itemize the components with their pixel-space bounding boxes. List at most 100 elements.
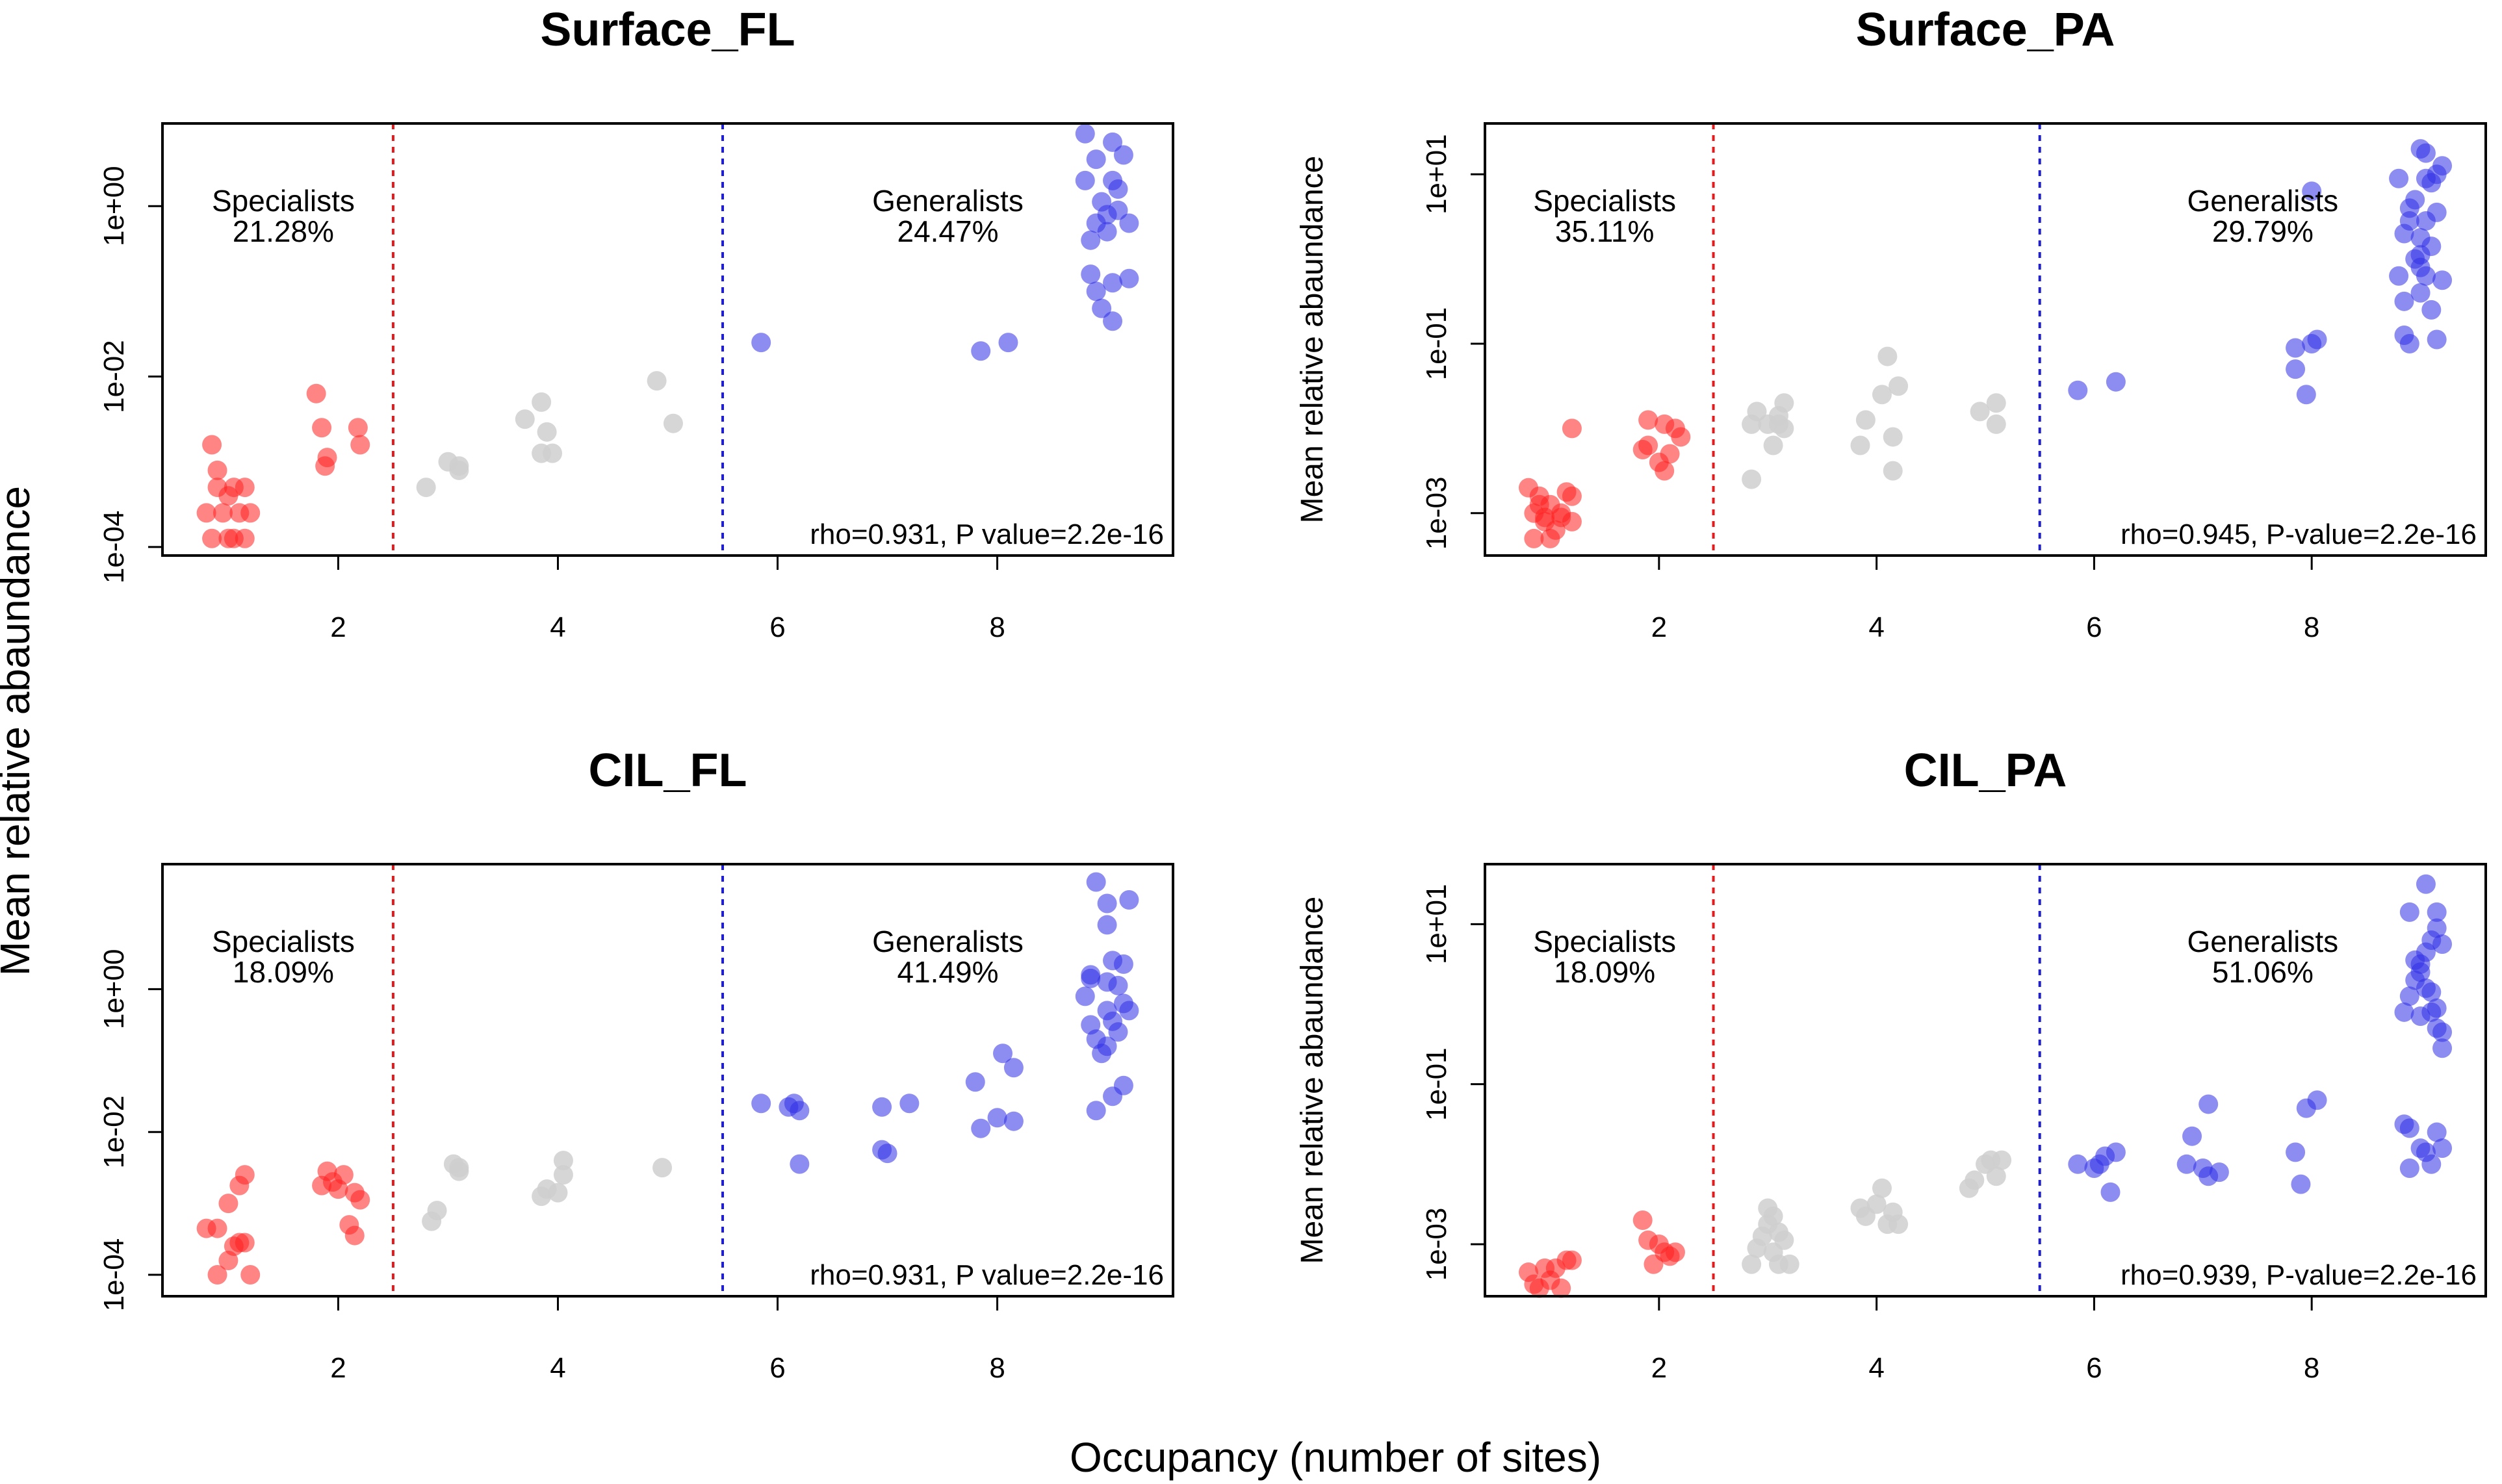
generalist-point-31 (2394, 291, 2414, 311)
neutral-point-8 (543, 443, 563, 463)
generalist-point-23 (2432, 934, 2453, 954)
generalist-point-13 (2291, 1174, 2311, 1194)
plot-frame (161, 863, 1174, 1298)
generalist-point-6 (2176, 1154, 2197, 1174)
panel-ylabel: Mean relative abaundance (1295, 156, 1330, 524)
generalist-point-22 (2427, 918, 2447, 938)
panel-title: Surface_PA (1856, 4, 2115, 56)
x-tick-label: 6 (769, 1352, 785, 1384)
generalist-point-4 (790, 1154, 810, 1174)
generalist-point-22 (1075, 170, 1095, 190)
generalist-point-25 (2410, 962, 2431, 982)
specialist-point-4 (218, 1251, 239, 1271)
stat-label: rho=0.939, P-value=2.2e-16 (2121, 1259, 2477, 1291)
generalist-point-26 (2432, 270, 2453, 290)
generalist-point-6 (1086, 149, 1106, 170)
generalist-point-17 (1086, 281, 1106, 301)
specialist-point-15 (312, 418, 332, 438)
specialist-point-22 (1638, 435, 1658, 455)
generalist-point-11 (2199, 1094, 2219, 1114)
stat-label: rho=0.931, P value=2.2e-16 (810, 518, 1164, 550)
generalist-point-29 (2410, 245, 2431, 265)
generalist-point-17 (2399, 986, 2419, 1006)
generalists-label: Generalists (2187, 184, 2339, 218)
generalist-point-0 (2068, 1154, 2088, 1174)
y-tick-label: 1e-03 (1421, 477, 1452, 550)
specialists-percent: 18.09% (1554, 955, 1655, 989)
specialists-percent: 18.09% (233, 955, 334, 989)
neutral-point-17 (1889, 1214, 1909, 1235)
plot-frame (1484, 863, 2487, 1298)
specialist-point-25 (1660, 444, 1680, 464)
generalist-point-32 (1119, 889, 1139, 910)
generalist-point-10 (1108, 179, 1128, 199)
generalist-point-10 (971, 1118, 991, 1138)
neutral-point-0 (1742, 469, 1762, 489)
specialist-point-10 (1551, 1278, 1571, 1298)
generalist-point-17 (2427, 202, 2447, 222)
generalist-point-12 (2286, 1142, 2306, 1162)
specialist-point-18 (348, 418, 368, 438)
generalist-point-33 (1081, 965, 1101, 985)
y-tick-label: 1e+01 (1421, 884, 1452, 965)
neutral-point-14 (1889, 376, 1909, 396)
specialist-point-0 (196, 503, 216, 523)
specialist-point-14 (306, 383, 326, 403)
generalist-point-34 (1086, 1101, 1106, 1121)
specialist-point-11 (202, 435, 222, 455)
generalist-point-15 (1097, 222, 1117, 242)
generalist-point-4 (1081, 230, 1101, 250)
generalists-label: Generalists (872, 925, 1024, 958)
generalist-point-9 (1113, 145, 1133, 165)
generalist-point-31 (1097, 893, 1117, 914)
specialist-point-10 (235, 478, 255, 498)
generalist-point-5 (2106, 1142, 2126, 1162)
generalist-point-0 (2068, 380, 2088, 400)
neutral-point-23 (1992, 1150, 2012, 1170)
neutral-point-2 (1747, 402, 1767, 422)
x-tick-label: 2 (330, 1352, 346, 1384)
specialists-percent: 35.11% (1555, 214, 1655, 248)
neutral-point-12 (1883, 427, 1903, 447)
panel-title: CIL_FL (589, 745, 747, 797)
neutral-point-6 (1774, 1230, 1794, 1250)
specialist-point-2 (207, 1265, 227, 1285)
generalist-point-33 (2432, 156, 2453, 176)
x-tick-label: 4 (550, 1352, 565, 1384)
plot-frame (161, 122, 1174, 557)
generalist-point-13 (1119, 213, 1139, 233)
panel-title: CIL_PA (1904, 745, 2067, 797)
neutral-point-1 (427, 1201, 447, 1221)
generalist-point-29 (2432, 1038, 2453, 1058)
x-tick-label: 6 (769, 611, 785, 643)
generalist-point-10 (2209, 1162, 2229, 1183)
neutral-point-8 (1768, 405, 1788, 426)
generalist-point-7 (2302, 181, 2322, 201)
generalist-point-32 (2399, 1158, 2419, 1178)
plot-frame (1484, 122, 2487, 557)
generalist-point-0 (751, 1094, 771, 1114)
x-tick-label: 8 (989, 1352, 1005, 1384)
generalist-point-31 (2399, 1118, 2419, 1138)
generalist-point-40 (2410, 1006, 2431, 1026)
neutral-point-9 (1850, 435, 1870, 455)
generalist-point-8 (899, 1094, 920, 1114)
specialist-point-20 (1535, 507, 1555, 528)
generalist-point-23 (2427, 329, 2447, 350)
generalist-point-30 (1086, 872, 1106, 892)
neutral-point-0 (1742, 1254, 1762, 1274)
x-tick-label: 2 (1651, 1352, 1667, 1384)
generalist-point-25 (2399, 334, 2419, 354)
specialist-point-10 (1540, 528, 1560, 548)
specialist-point-17 (315, 456, 335, 476)
y-tick-label: 1e+00 (98, 949, 130, 1030)
generalist-point-23 (1075, 986, 1095, 1006)
specialist-point-13 (218, 486, 239, 506)
neutral-point-13 (1883, 461, 1903, 481)
specialist-point-8 (1562, 1250, 1582, 1270)
generalist-point-43 (2427, 902, 2447, 922)
generalist-point-29 (1097, 915, 1117, 935)
